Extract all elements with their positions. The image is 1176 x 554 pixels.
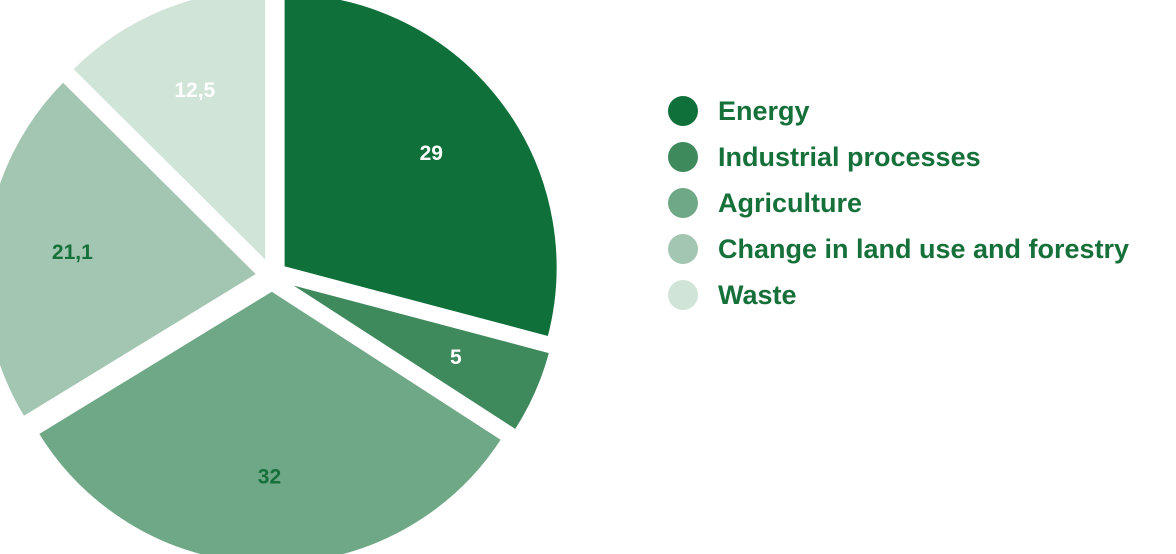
legend-item-industrial-processes: Industrial processes [668,134,1129,180]
pie-slice-agriculture [35,288,505,554]
legend-label-industrial-processes: Industrial processes [718,141,981,172]
legend-item-waste: Waste [668,272,1129,318]
legend-label-land-use-forestry: Change in land use and forestry [718,233,1130,264]
pie-chart: 29 5 32 21,1 12,5 [0,0,560,554]
legend-swatch-agriculture [668,188,698,218]
legend-item-agriculture: Agriculture [668,180,1129,226]
legend-swatch-energy [668,96,698,126]
pie-slice-waste [69,0,269,267]
legend-item-land-use-forestry: Change in land use and forestry [668,226,1129,272]
slice-label-waste: 12,5 [174,79,215,102]
pie-slice-industrial-processes [283,280,553,434]
pie-slice-energy [281,0,560,340]
slice-label-agriculture: 32 [258,465,281,488]
slice-label-energy: 29 [420,142,443,165]
legend: Energy Industrial processes Agriculture … [668,88,1129,318]
pie-slice-land-use-forestry [0,78,261,420]
legend-label-energy: Energy [718,95,810,126]
legend-label-agriculture: Agriculture [718,187,863,218]
legend-swatch-waste [668,280,698,310]
legend-swatch-land-use-forestry [668,234,698,264]
legend-swatch-industrial-processes [668,142,698,172]
slice-label-industrial-processes: 5 [450,346,462,369]
legend-label-waste: Waste [718,279,797,310]
slice-label-land-use-forestry: 21,1 [52,241,93,264]
legend-item-energy: Energy [668,88,1129,134]
